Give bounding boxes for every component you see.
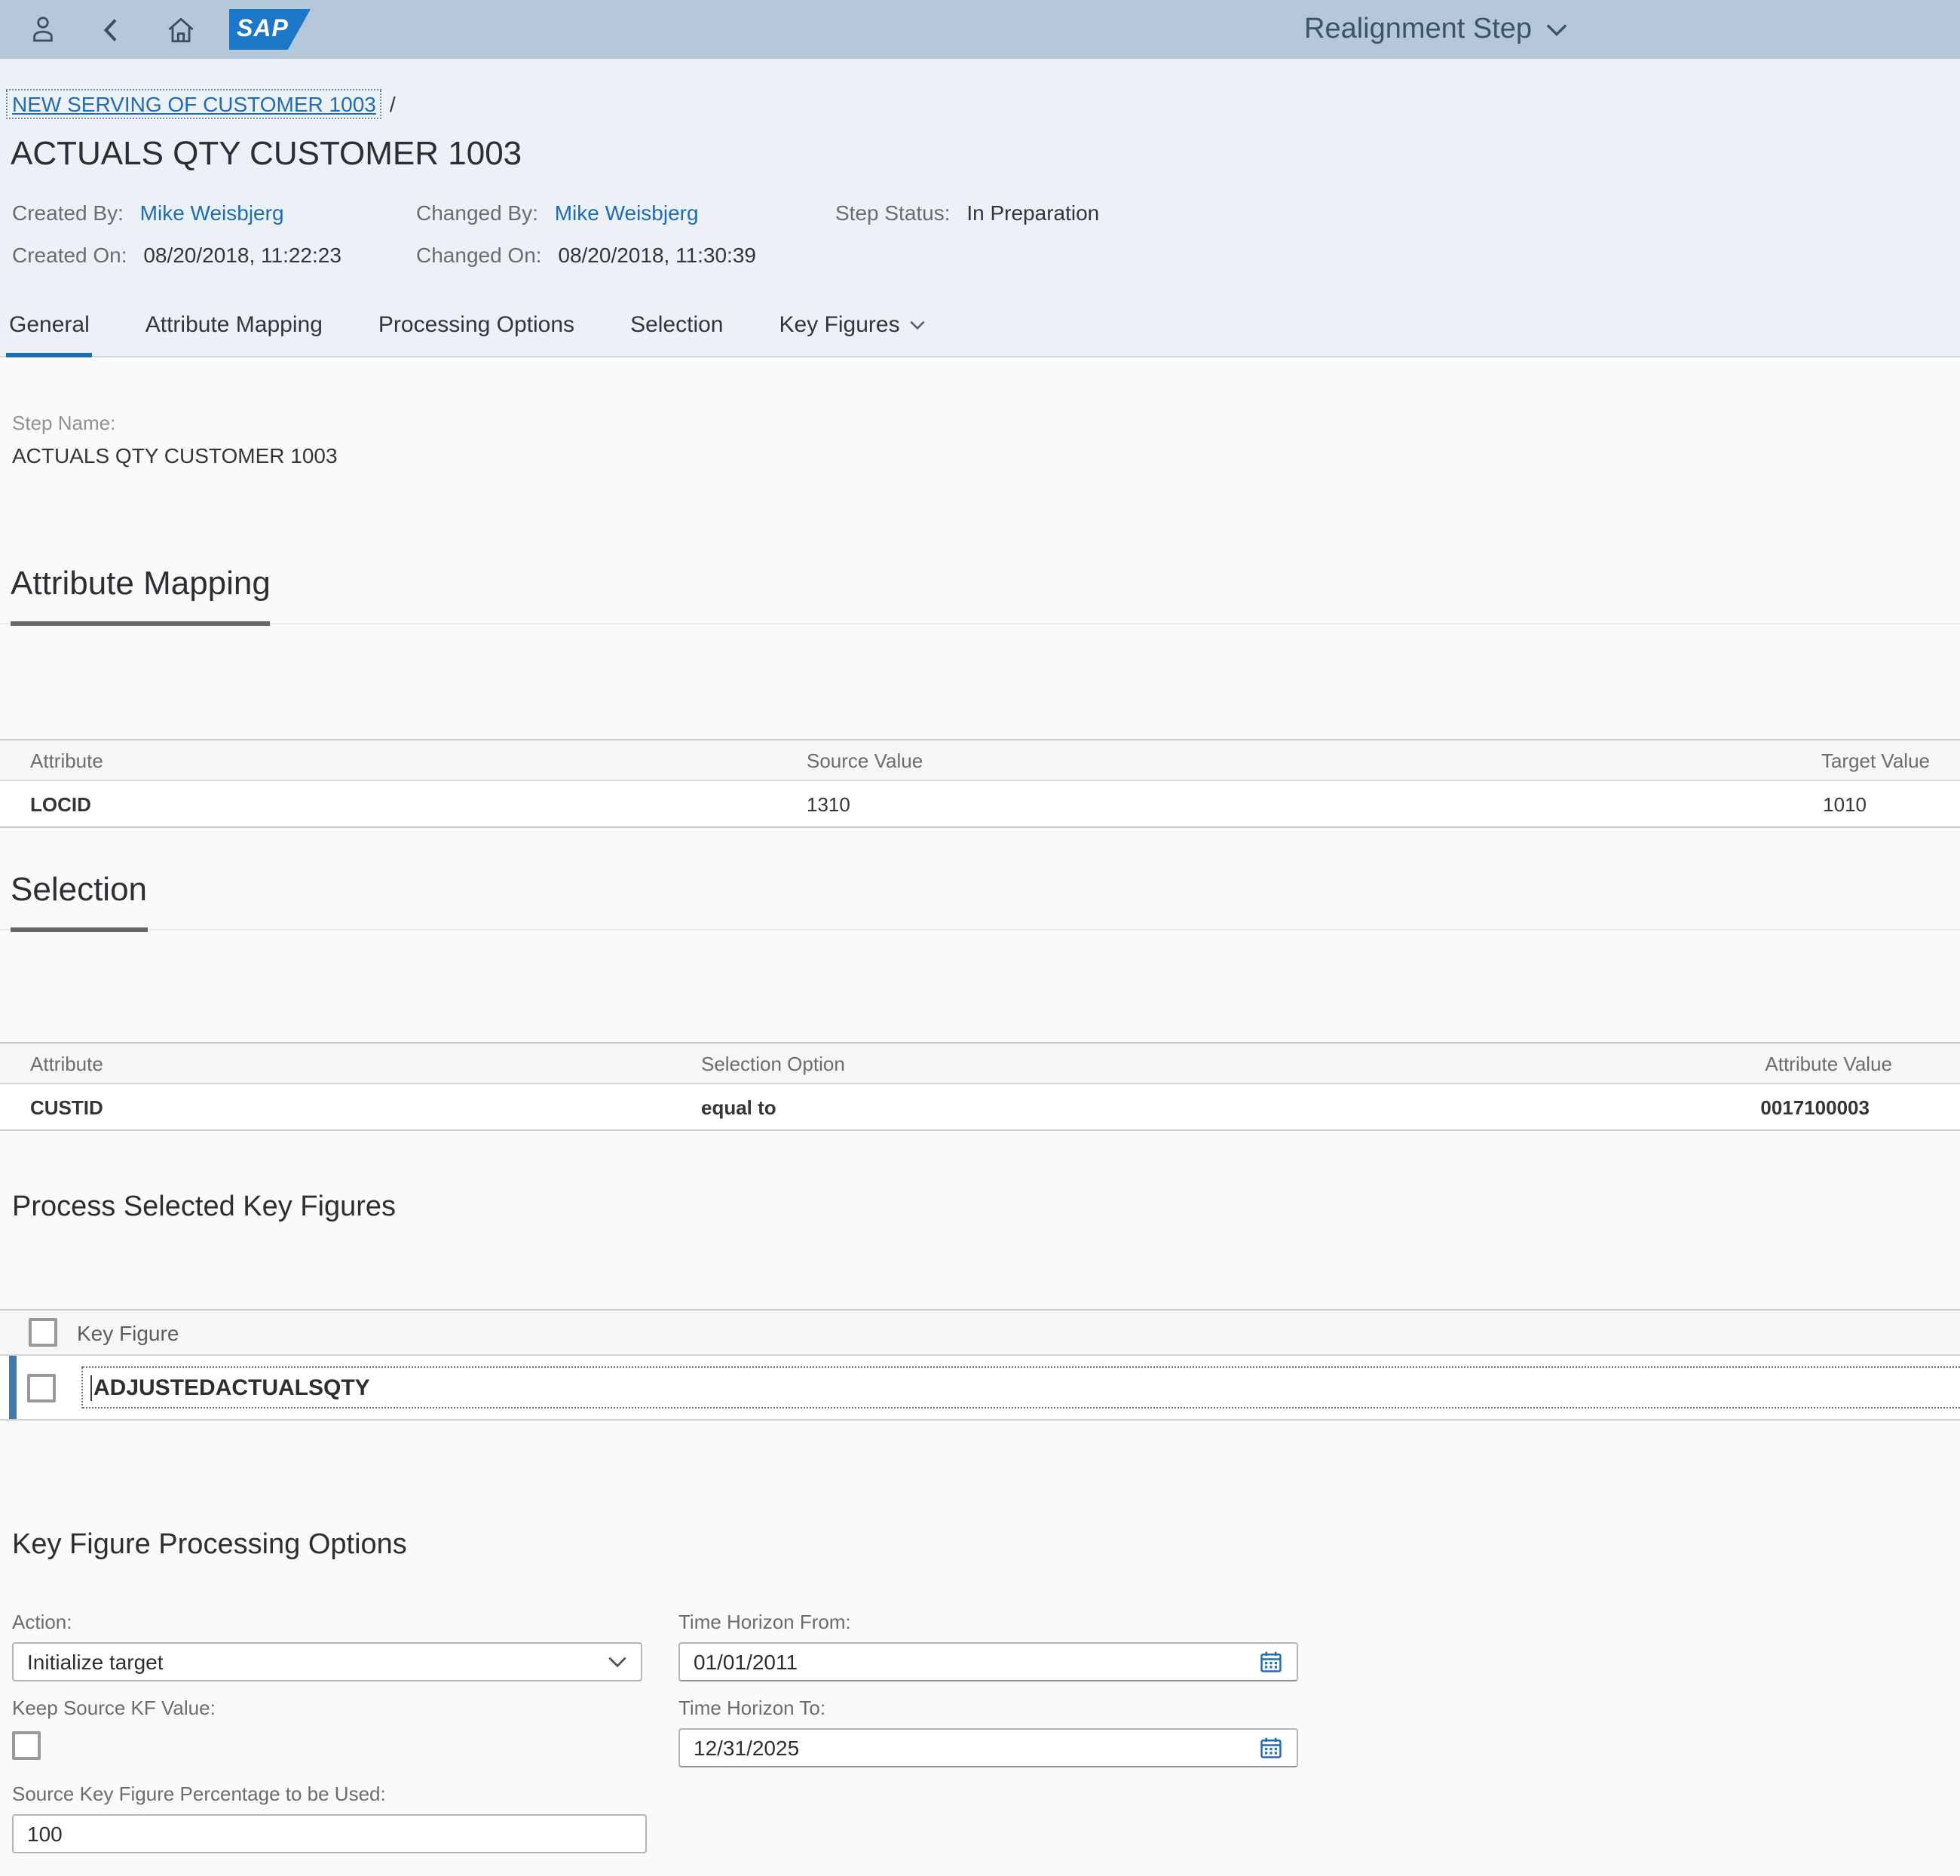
selection-section-header: Selection <box>0 870 1960 932</box>
table-row[interactable]: CUSTID equal to 0017100003 <box>0 1084 1960 1130</box>
chevron-down-icon <box>1545 22 1568 37</box>
column-header-key-figure: Key Figure <box>77 1320 179 1344</box>
header-meta: Created By: Mike Weisbjerg Changed By: M… <box>12 201 1960 267</box>
time-horizon-from-field: Time Horizon From: 01/01/2011 <box>678 1611 1960 1681</box>
created-by-field: Created By: Mike Weisbjerg <box>12 201 416 225</box>
changed-on-field: Changed On: 08/20/2018, 11:30:39 <box>416 243 835 267</box>
cell-attribute: CUSTID <box>30 1096 103 1118</box>
cell-target-value: 1010 <box>1823 792 1867 815</box>
column-header-source-value: Source Value <box>807 749 923 771</box>
time-horizon-to-input[interactable]: 12/31/2025 <box>678 1728 1298 1767</box>
text-cursor <box>90 1375 92 1400</box>
attribute-mapping-table-header: Attribute Source Value Target Value <box>0 740 1960 781</box>
changed-on-value: 08/20/2018, 11:30:39 <box>558 243 756 267</box>
step-name-field: Step Name: ACTUALS QTY CUSTOMER 1003 <box>12 412 1960 467</box>
calendar-icon[interactable] <box>1259 1650 1283 1674</box>
time-horizon-from-label: Time Horizon From: <box>678 1611 851 1633</box>
key-figure-table: Key Figure ADJUSTEDACTUALSQTY <box>0 1309 1960 1421</box>
key-figure-row[interactable]: ADJUSTEDACTUALSQTY <box>0 1356 1960 1421</box>
column-header-target-value: Target Value <box>1821 749 1930 771</box>
back-button[interactable] <box>87 0 136 59</box>
step-name-label: Step Name: <box>12 412 116 434</box>
time-horizon-to-field: Time Horizon To: 12/31/2025 <box>678 1697 1960 1767</box>
selection-table: Attribute Selection Option Attribute Val… <box>0 1042 1960 1131</box>
tab-selection[interactable]: Selection <box>630 312 724 338</box>
time-horizon-from-input[interactable]: 01/01/2011 <box>678 1642 1298 1681</box>
processing-options-form: Action: Initialize target Time Horizon F… <box>12 1611 1960 1868</box>
tab-processing-options[interactable]: Processing Options <box>378 312 575 338</box>
shell-bar: SAP Realignment Step <box>0 0 1960 59</box>
created-on-field: Created On: 08/20/2018, 11:22:23 <box>12 243 416 267</box>
action-label: Action: <box>12 1611 72 1633</box>
key-figure-table-header: Key Figure <box>0 1309 1960 1356</box>
sap-logo-text: SAP <box>237 16 289 41</box>
selected-row-indicator <box>9 1356 17 1419</box>
chevron-down-icon <box>909 320 926 330</box>
cell-selection-option: equal to <box>701 1096 776 1118</box>
column-header-attribute-value: Attribute Value <box>1765 1052 1892 1074</box>
home-button[interactable] <box>157 0 205 59</box>
cell-attribute-value: 0017100003 <box>1760 1096 1870 1118</box>
breadcrumb-separator: / <box>389 92 396 116</box>
app-title: Realignment Step <box>1304 13 1533 44</box>
user-profile-button[interactable] <box>18 0 66 59</box>
column-header-attribute: Attribute <box>30 749 103 771</box>
time-horizon-to-label: Time Horizon To: <box>678 1697 826 1719</box>
page-header: NEW SERVING OF CUSTOMER 1003 / ACTUALS QT… <box>0 59 1960 357</box>
changed-by-link[interactable]: Mike Weisbjerg <box>554 201 699 225</box>
step-status-label: Step Status: <box>835 201 951 225</box>
created-on-label: Created On: <box>12 243 127 267</box>
column-header-selection-option: Selection Option <box>701 1052 845 1074</box>
changed-on-label: Changed On: <box>416 243 542 267</box>
keep-source-checkbox[interactable] <box>12 1731 41 1760</box>
person-icon <box>26 14 58 45</box>
sap-logo: SAP <box>229 9 311 50</box>
step-status-value: In Preparation <box>966 201 1100 225</box>
created-by-link[interactable]: Mike Weisbjerg <box>139 201 284 225</box>
home-icon <box>164 13 198 46</box>
breadcrumb: NEW SERVING OF CUSTOMER 1003 / <box>0 59 1960 119</box>
step-status-field: Step Status: In Preparation <box>835 201 1960 225</box>
table-row[interactable]: LOCID 1310 1010 <box>0 781 1960 826</box>
selection-table-header: Attribute Selection Option Attribute Val… <box>0 1044 1960 1084</box>
tab-key-figures[interactable]: Key Figures <box>779 312 926 356</box>
calendar-icon[interactable] <box>1259 1736 1283 1760</box>
key-figure-name-field[interactable]: ADJUSTEDACTUALSQTY <box>81 1366 1960 1409</box>
chevron-down-icon <box>608 1656 627 1668</box>
row-checkbox[interactable] <box>27 1373 56 1402</box>
tab-general[interactable]: General <box>5 312 93 357</box>
selection-title: Selection <box>11 870 148 932</box>
tab-attribute-mapping[interactable]: Attribute Mapping <box>145 312 323 338</box>
created-by-label: Created By: <box>12 201 124 225</box>
tab-bar: General Attribute Mapping Processing Opt… <box>0 267 1960 357</box>
action-select[interactable]: Initialize target <box>12 1642 642 1681</box>
cell-attribute: LOCID <box>30 792 91 815</box>
step-name-value: ACTUALS QTY CUSTOMER 1003 <box>12 443 338 467</box>
created-on-value: 08/20/2018, 11:22:23 <box>143 243 341 267</box>
breadcrumb-link[interactable]: NEW SERVING OF CUSTOMER 1003 <box>6 89 382 119</box>
percentage-label: Source Key Figure Percentage to be Used: <box>12 1783 386 1805</box>
processing-options-section-title: Key Figure Processing Options <box>12 1529 407 1561</box>
page-title: ACTUALS QTY CUSTOMER 1003 <box>11 134 522 172</box>
app-title-menu[interactable]: Realignment Step <box>1304 0 1568 59</box>
changed-by-field: Changed By: Mike Weisbjerg <box>416 201 835 225</box>
keep-source-label: Keep Source KF Value: <box>12 1697 216 1719</box>
percentage-field: Source Key Figure Percentage to be Used:… <box>12 1783 678 1853</box>
key-figures-section-title: Process Selected Key Figures <box>12 1191 397 1223</box>
chevron-left-icon <box>96 14 127 44</box>
column-header-attribute: Attribute <box>30 1052 103 1074</box>
cell-source-value: 1310 <box>807 792 850 815</box>
changed-by-label: Changed By: <box>416 201 538 225</box>
attribute-mapping-title: Attribute Mapping <box>11 564 271 626</box>
select-all-checkbox[interactable] <box>29 1318 57 1347</box>
tab-content-general: Step Name: ACTUALS QTY CUSTOMER 1003 Att… <box>0 412 1960 1868</box>
percentage-input[interactable]: 100 <box>12 1814 647 1853</box>
attribute-mapping-table: Attribute Source Value Target Value LOCI… <box>0 739 1960 828</box>
attribute-mapping-section-header: Attribute Mapping <box>0 564 1960 626</box>
action-field: Action: Initialize target <box>12 1611 678 1681</box>
keep-source-field: Keep Source KF Value: <box>12 1697 678 1767</box>
